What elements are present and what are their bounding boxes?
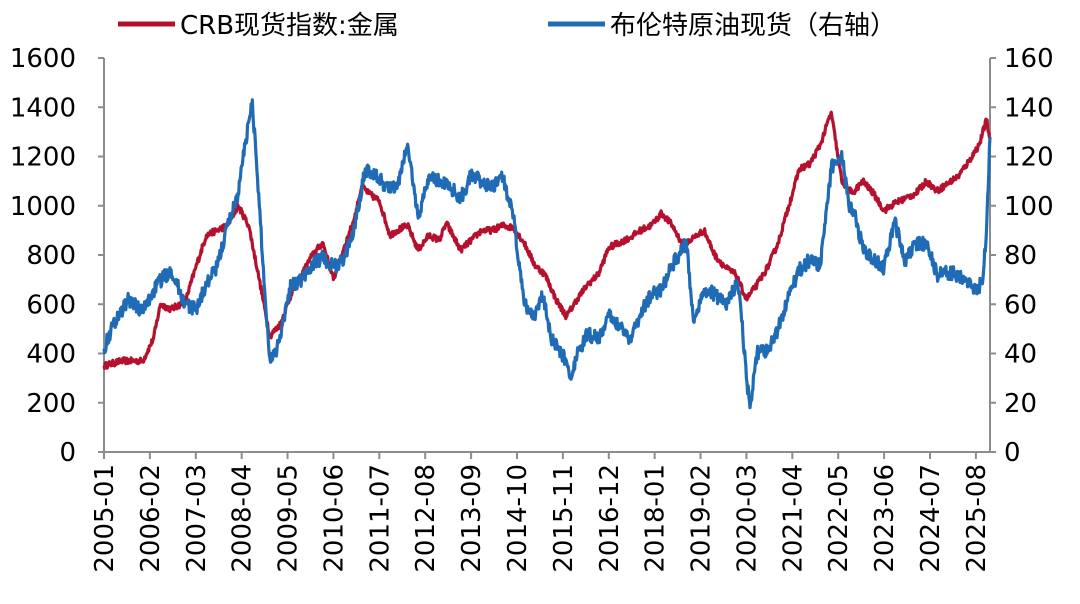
x-tick-label: 2010-06	[319, 464, 349, 573]
y-tick-label: 1600	[10, 44, 76, 74]
legend: CRB现货指数:金属 布伦特原油现货（右轴）	[118, 11, 896, 41]
x-tick-label: 2006-02	[136, 464, 166, 573]
legend-label-crb: CRB现货指数:金属	[180, 11, 399, 41]
y-tick-label: 1200	[10, 143, 76, 173]
x-tick-label: 2011-07	[365, 464, 395, 573]
x-tick-label: 2016-12	[595, 464, 625, 573]
legend-label-brent: 布伦特原油现货（右轴）	[610, 11, 896, 41]
y2-tick-label: 160	[1004, 44, 1054, 74]
y2-tick-label: 120	[1004, 143, 1054, 173]
series-line-1	[102, 98, 992, 410]
y2-tick-label: 40	[1004, 340, 1037, 370]
x-tick-label: 2008-04	[228, 464, 258, 573]
x-tick-label: 2013-09	[457, 464, 487, 573]
x-tick-label: 2019-02	[687, 464, 717, 573]
y-tick-label: 800	[26, 241, 76, 271]
y2-tick-label: 60	[1004, 290, 1037, 320]
plot-area	[102, 98, 992, 410]
x-tick-label: 2024-07	[916, 464, 946, 573]
x-tick-label: 2022-05	[824, 464, 854, 573]
x-tick-label: 2009-05	[274, 464, 304, 573]
y-tick-label: 200	[26, 389, 76, 419]
x-tick-label: 2023-06	[870, 464, 900, 573]
x-tick-label: 2012-08	[411, 464, 441, 573]
y-tick-label: 600	[26, 290, 76, 320]
x-tick-label: 2018-01	[641, 464, 671, 573]
x-tick-label: 2007-03	[182, 464, 212, 573]
x-tick-label: 2020-03	[732, 464, 762, 573]
y-tick-label: 1400	[10, 93, 76, 123]
x-tick-label: 2014-10	[503, 464, 533, 573]
x-tick-label: 2005-01	[90, 464, 120, 573]
y-tick-label: 0	[59, 438, 76, 468]
series-line-0	[102, 110, 992, 370]
x-tick-label: 2025-08	[962, 464, 992, 573]
y-tick-label: 1000	[10, 192, 76, 222]
x-tick-label: 2015-11	[549, 464, 579, 573]
y-tick-label: 400	[26, 340, 76, 370]
y2-tick-label: 100	[1004, 192, 1054, 222]
y2-tick-label: 0	[1004, 438, 1021, 468]
axes: 0 200 400 600 800 1000 1200 1400 1600 0 20 40 60 80 10…	[10, 44, 1054, 573]
x-tick-label: 2021-04	[778, 464, 808, 573]
y2-tick-label: 20	[1004, 389, 1037, 419]
y2-tick-label: 140	[1004, 93, 1054, 123]
y2-tick-label: 80	[1004, 241, 1037, 271]
